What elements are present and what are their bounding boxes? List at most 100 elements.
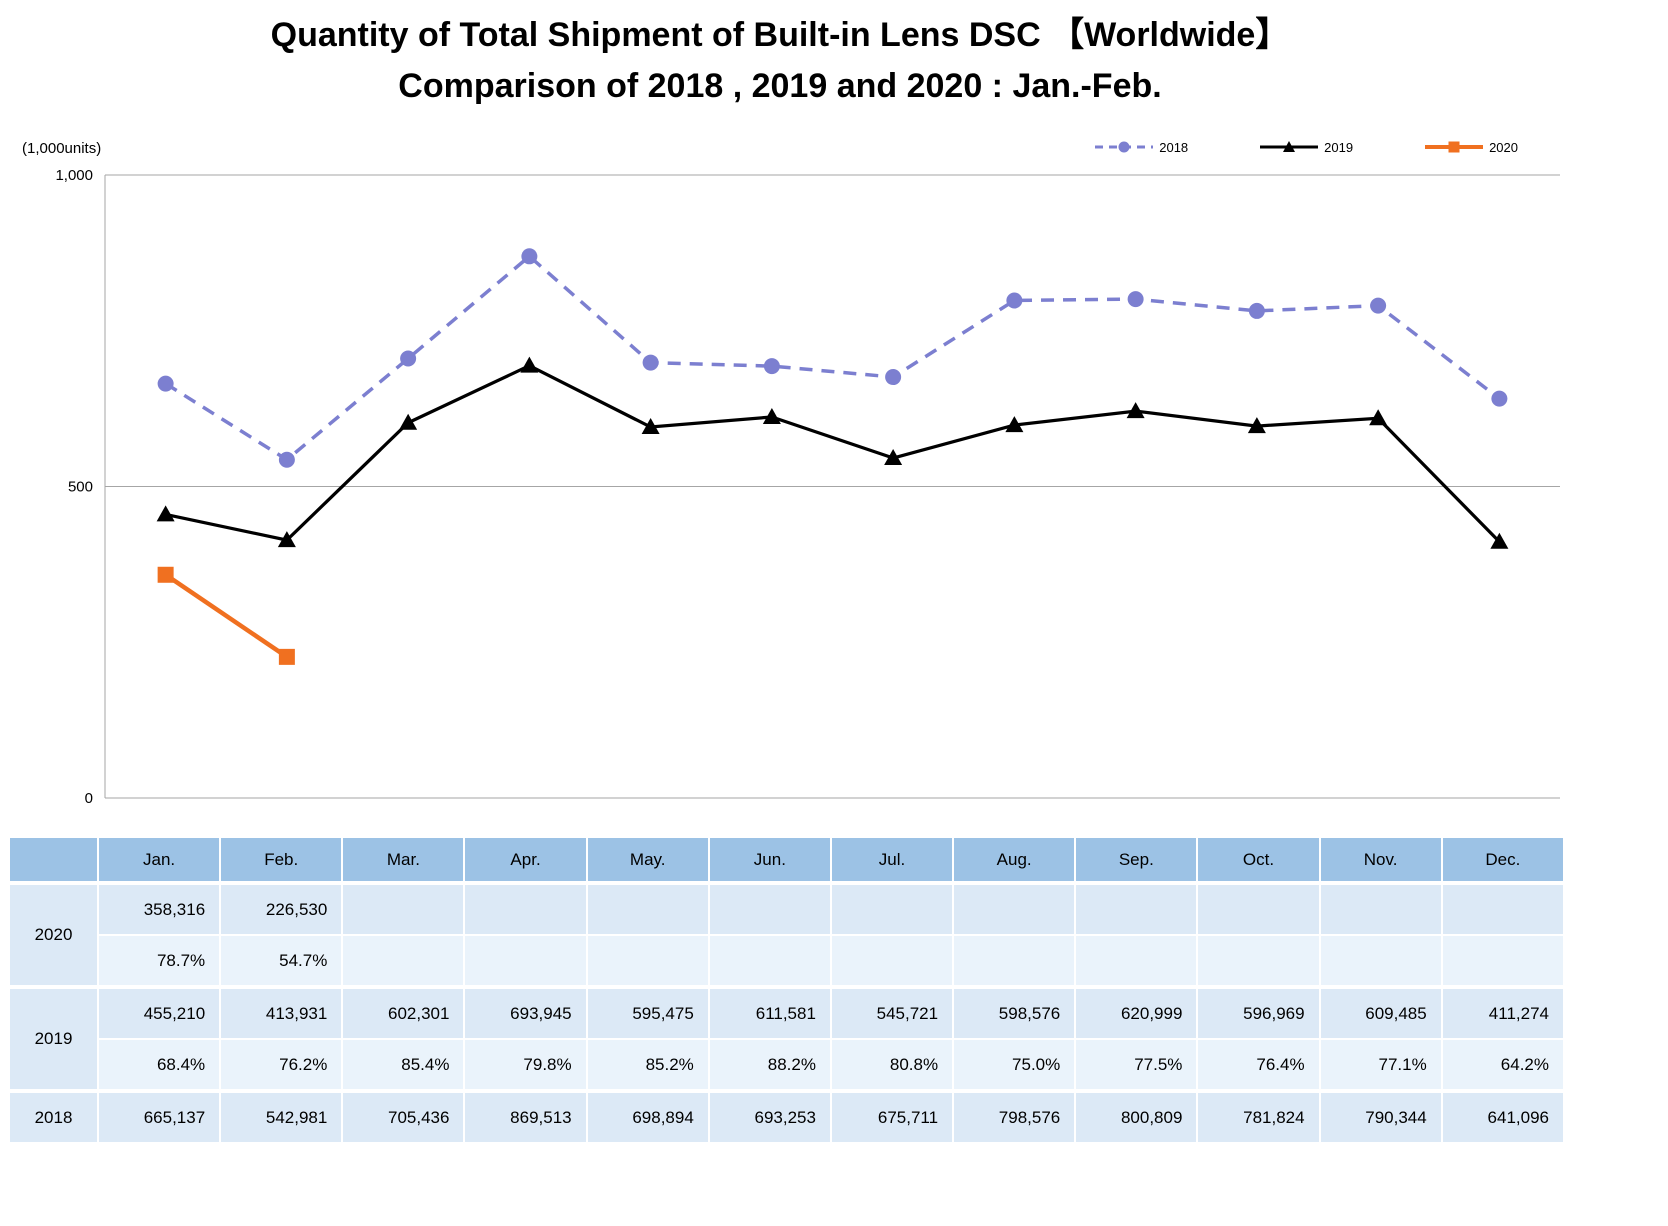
value-cell: 869,513 [463,1089,588,1144]
value-cell [1440,881,1566,936]
value-cell: 358,316 [96,881,222,936]
table-corner-cell [8,836,99,884]
value-cell [1074,881,1199,936]
marker-2020 [278,648,295,665]
value-cell [829,881,955,936]
value-cell: 598,576 [952,985,1077,1040]
data-table: Jan. Feb. Mar. Apr. May. Jun. Jul. Aug. Sep. Oct.… [8,836,1566,1144]
percent-cell: 78.7% [96,934,222,988]
legend-swatch-2020 [1425,141,1484,153]
percent-cell: 77.1% [1318,1038,1443,1092]
percent-cell: 64.2% [1440,1038,1566,1092]
percent-cell: 77.5% [1074,1038,1199,1092]
percent-cell [829,934,955,988]
series-line-2020 [164,572,289,659]
marker-2018 [1491,390,1508,407]
value-cell: 641,096 [1440,1089,1566,1144]
marker-2018 [763,358,780,375]
percent-cell [1196,934,1321,988]
line-chart: 0 500 1,000 [55,167,1560,807]
marker-2019 [1126,402,1145,419]
table-row-2020-percents: 78.7% 54.7% [9,934,1566,988]
row-year-label-2020: 2020 [8,881,99,988]
value-cell: 455,210 [96,985,222,1040]
month-header-apr: Apr. [463,836,588,884]
month-header-jul: Jul. [829,836,955,884]
row-year-label-2019: 2019 [8,985,99,1092]
chart-title: Quantity of Total Shipment of Built-in L… [0,10,1560,112]
value-cell: 798,576 [952,1089,1077,1144]
percent-cell: 68.4% [96,1038,222,1092]
percent-cell [341,934,466,988]
legend-swatch-2019 [1260,141,1319,152]
value-cell [463,881,588,936]
marker-2019 [156,505,175,522]
legend-swatch-2018 [1095,141,1154,153]
value-cell: 665,137 [96,1089,222,1144]
table-row-2019-values: 2019 455,210 413,931 602,301 693,945 595,475 6… [8,985,1566,1092]
marker-2018 [278,451,295,468]
percent-cell: 88.2% [707,1038,832,1092]
month-header-aug: Aug. [952,836,1077,884]
legend-item-2018: 2018 [1095,138,1188,156]
chart-legend: 2018 2019 2020 [1095,138,1518,156]
value-cell: 542,981 [219,1089,344,1144]
month-header-dec: Dec. [1440,836,1566,884]
value-cell: 698,894 [585,1089,710,1144]
value-cell: 226,530 [219,881,344,936]
table-row-2020-values: 2020 358,316 226,530 [8,881,1566,988]
marker-2018 [1006,292,1023,309]
percent-cell [1440,934,1566,988]
value-cell: 790,344 [1318,1089,1443,1144]
marker-2019 [1247,417,1266,434]
legend-item-2020: 2020 [1425,138,1518,156]
month-header-feb: Feb. [219,836,344,884]
value-cell: 800,809 [1074,1089,1199,1144]
marker-2018 [521,248,538,265]
table-row-2018-values: 2018 665,137 542,981 705,436 869,513 698,894 6… [8,1089,1566,1144]
legend-label-2018: 2018 [1159,139,1189,155]
table-row-2019-percents: 68.4% 76.2% 85.4% 79.8% 85.2% 88.2% 80.8% 75.0%… [9,1038,1566,1092]
marker-2019 [884,449,903,466]
value-cell: 413,931 [219,985,344,1040]
value-cell [707,881,832,936]
series-line-2019 [165,363,1501,543]
marker-2018 [1370,297,1387,314]
month-header-jan: Jan. [96,836,222,884]
percent-cell [585,934,710,988]
marker-2019 [1005,416,1024,433]
marker-2019 [277,531,296,548]
legend-item-2019: 2019 [1260,138,1353,156]
marker-2019 [399,413,418,430]
month-header-mar: Mar. [341,836,466,884]
percent-cell: 76.4% [1196,1038,1321,1092]
marker-2018 [157,375,174,392]
marker-2018 [1248,302,1265,319]
month-header-sep: Sep. [1074,836,1199,884]
chart-title-line2: Comparison of 2018 , 2019 and 2020 : Jan… [398,67,1162,105]
percent-cell: 79.8% [463,1038,588,1092]
value-cell [952,881,1077,936]
value-cell: 693,945 [463,985,588,1040]
percent-cell: 75.0% [952,1038,1077,1092]
row-year-label-2018: 2018 [8,1089,99,1144]
chart-title-line1: Quantity of Total Shipment of Built-in L… [270,16,1290,54]
value-cell [341,881,466,936]
value-cell [585,881,710,936]
marker-2018 [642,354,659,371]
month-header-nov: Nov. [1318,836,1443,884]
value-cell: 611,581 [707,985,832,1040]
marker-2018 [1127,291,1144,308]
value-cell [1318,881,1443,936]
percent-cell [463,934,588,988]
marker-2019 [641,418,660,435]
marker-2019 [1490,532,1509,549]
value-cell: 620,999 [1074,985,1199,1040]
value-cell [1196,881,1321,936]
percent-cell [952,934,1077,988]
value-cell: 693,253 [707,1089,832,1144]
table-header-row: Jan. Feb. Mar. Apr. May. Jun. Jul. Aug. Sep. Oct.… [8,836,1566,884]
percent-cell: 85.2% [585,1038,710,1092]
percent-cell: 85.4% [341,1038,466,1092]
